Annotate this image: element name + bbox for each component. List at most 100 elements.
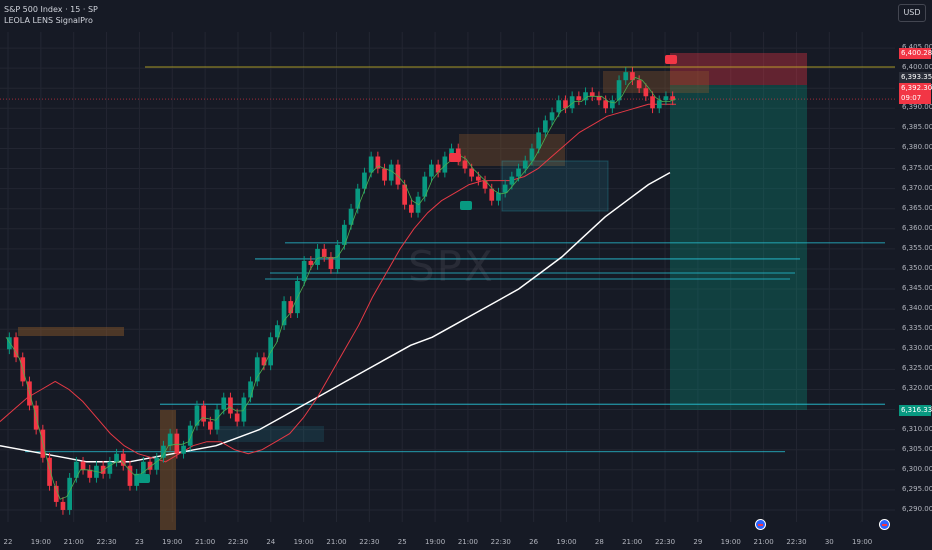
candle-body bbox=[650, 96, 655, 109]
candle-body bbox=[288, 301, 294, 314]
candle-body bbox=[663, 96, 669, 101]
candle-body bbox=[589, 92, 595, 97]
candle-body bbox=[388, 164, 394, 181]
candle-body bbox=[261, 357, 267, 366]
time-tick-label: 21:00 bbox=[326, 538, 347, 546]
price-tick-label: 6,390.00 bbox=[902, 103, 932, 112]
price-tick-label: 6,350.00 bbox=[902, 263, 932, 272]
candle-body bbox=[375, 156, 381, 169]
candle-body bbox=[281, 301, 287, 326]
candle-body bbox=[53, 485, 59, 502]
candle-body bbox=[234, 413, 240, 422]
candle-body bbox=[556, 100, 562, 113]
candle-body bbox=[315, 248, 320, 265]
price-tick-label: 6,290.00 bbox=[902, 504, 932, 513]
time-tick-label: 19:00 bbox=[720, 538, 741, 546]
candle-body bbox=[201, 405, 206, 422]
economic-event-icon[interactable] bbox=[755, 519, 766, 530]
time-tick-label: 22:30 bbox=[96, 538, 117, 546]
current-price-tag: 6,392.30 bbox=[899, 83, 932, 94]
candle-body bbox=[147, 461, 153, 470]
candle-body bbox=[442, 156, 448, 173]
candle-body bbox=[409, 204, 414, 213]
candle-body bbox=[248, 381, 253, 398]
candle-body bbox=[127, 465, 133, 486]
candle-body bbox=[596, 96, 602, 101]
candle-body bbox=[610, 100, 615, 109]
target-price-tag: 6,316.33 bbox=[899, 405, 932, 416]
candle-body bbox=[469, 168, 474, 177]
candle-body bbox=[80, 461, 86, 470]
candle-body bbox=[328, 256, 334, 269]
price-tick-label: 6,295.00 bbox=[902, 484, 932, 493]
signal-markers bbox=[138, 55, 677, 483]
price-tick-label: 6,400.00 bbox=[902, 63, 932, 72]
candle-body bbox=[60, 501, 66, 510]
candle-body bbox=[187, 425, 193, 446]
price-tick-label: 6,380.00 bbox=[902, 143, 932, 152]
resistance-price-tag: 6,400.28 bbox=[899, 48, 932, 59]
slow-ma-line bbox=[0, 103, 676, 463]
currency-button[interactable]: USD bbox=[898, 4, 926, 22]
last-price-tag: 6,393.35 bbox=[899, 72, 932, 83]
time-tick-label: 21:00 bbox=[753, 538, 774, 546]
time-tick-label: 21:00 bbox=[63, 538, 84, 546]
candle-body bbox=[522, 160, 528, 169]
candle-body bbox=[543, 120, 548, 133]
candle-body bbox=[623, 72, 629, 81]
price-tick-label: 6,340.00 bbox=[902, 304, 932, 313]
candle-body bbox=[301, 260, 307, 282]
symbol-watermark: SPX bbox=[408, 242, 495, 291]
time-tick-label: 19:00 bbox=[30, 538, 51, 546]
price-tick-label: 6,385.00 bbox=[902, 123, 932, 132]
candle-body bbox=[482, 180, 488, 189]
price-tick-label: 6,365.00 bbox=[902, 203, 932, 212]
candle-body bbox=[67, 477, 72, 510]
candle-body bbox=[141, 461, 146, 474]
candle-body bbox=[422, 176, 428, 197]
ma-polyline bbox=[5, 77, 677, 500]
candle-body bbox=[670, 96, 675, 101]
price-tick-label: 6,360.00 bbox=[902, 223, 932, 232]
candle-body bbox=[348, 208, 354, 225]
candle-body bbox=[47, 457, 52, 486]
time-tick-label: 22 bbox=[3, 538, 13, 546]
price-tick-label: 6,320.00 bbox=[902, 384, 932, 393]
price-tick-label: 6,335.00 bbox=[902, 324, 932, 333]
candle-body bbox=[630, 72, 635, 81]
time-tick-label: 21:00 bbox=[457, 538, 479, 546]
candle-body bbox=[616, 80, 622, 101]
time-tick-label: 22:30 bbox=[786, 538, 807, 546]
candle-body bbox=[167, 433, 173, 446]
candle-body bbox=[100, 465, 106, 474]
candle-body bbox=[516, 168, 521, 177]
candle-body bbox=[563, 100, 568, 109]
candle-body bbox=[402, 184, 407, 205]
long-ma-line bbox=[0, 171, 671, 463]
fvg-zone bbox=[501, 160, 609, 212]
candle-body bbox=[536, 132, 541, 149]
candle-body bbox=[161, 445, 166, 458]
time-tick-label: 19:00 bbox=[162, 538, 183, 546]
candle-body bbox=[362, 172, 367, 189]
economic-event-icon[interactable] bbox=[879, 519, 890, 530]
chart-grid bbox=[0, 32, 895, 522]
chart-title[interactable]: S&P 500 Index · 15 · SP bbox=[4, 5, 98, 14]
candle-body bbox=[221, 397, 227, 410]
candle-body bbox=[134, 473, 139, 486]
time-tick-label: 30 bbox=[824, 538, 834, 546]
ma-polyline bbox=[0, 103, 676, 463]
candle-body bbox=[342, 224, 347, 245]
price-tick-label: 6,345.00 bbox=[902, 284, 932, 293]
time-tick-label: 22:30 bbox=[227, 538, 249, 546]
candle-body bbox=[74, 461, 79, 478]
chart-zones bbox=[18, 53, 807, 530]
candle-body bbox=[254, 357, 260, 382]
candle-body bbox=[603, 100, 608, 109]
price-tick-label: 6,375.00 bbox=[902, 163, 932, 172]
indicator-label[interactable]: LEOLA LENS SignalPro bbox=[4, 16, 93, 25]
candle-body bbox=[569, 96, 575, 109]
sell-signal-marker bbox=[449, 153, 461, 162]
time-tick-label: 24 bbox=[266, 538, 276, 546]
